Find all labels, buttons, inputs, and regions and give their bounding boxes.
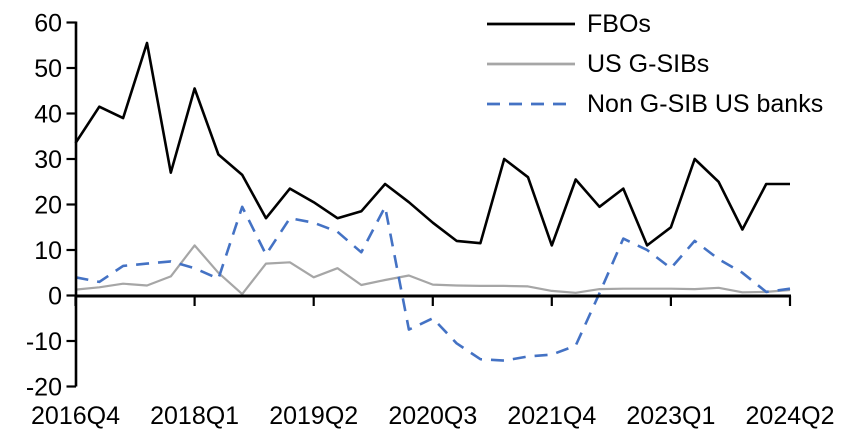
x-axis-tick-label: 2019Q2 xyxy=(269,402,358,430)
y-axis-tick-label: 0 xyxy=(48,283,62,311)
x-axis-tick-label: 2023Q1 xyxy=(626,402,715,430)
legend: FBOs US G-SIBs Non G-SIB US banks xyxy=(487,4,823,124)
legend-label-non-gsib-us-banks: Non G-SIB US banks xyxy=(587,89,824,118)
y-axis-tick-label: 20 xyxy=(34,192,62,220)
x-axis-tick-label: 2024Q2 xyxy=(746,402,835,430)
series-line-fbos xyxy=(74,41,790,247)
legend-item-fbos: FBOs xyxy=(487,4,823,44)
legend-line-us-gsibs-icon xyxy=(487,62,575,66)
y-axis-tick-label: -10 xyxy=(26,328,62,356)
y-axis-tick-label: 10 xyxy=(34,237,62,265)
x-axis-tick-label: 2021Q4 xyxy=(507,402,596,430)
legend-label-us-gsibs: US G-SIBs xyxy=(587,49,710,78)
x-axis-tick-label: 2020Q3 xyxy=(388,402,477,430)
y-axis-tick-label: 40 xyxy=(34,101,62,129)
y-axis-tick-label: 30 xyxy=(34,146,62,174)
x-axis-tick-label: 2018Q1 xyxy=(150,402,239,430)
y-axis-tick-label: 50 xyxy=(34,55,62,83)
legend-line-non-gsib-us-banks-icon xyxy=(487,102,575,106)
y-axis-tick-label: 60 xyxy=(34,10,62,38)
legend-item-non-gsib-us-banks: Non G-SIB US banks xyxy=(487,84,823,124)
legend-label-fbos: FBOs xyxy=(587,9,651,38)
x-axis-tick-label: 2016Q4 xyxy=(31,402,120,430)
legend-item-us-gsibs: US G-SIBs xyxy=(487,44,823,84)
legend-line-fbos-icon xyxy=(487,22,575,26)
series-line-us-g-sibs xyxy=(75,244,791,296)
y-axis-tick-label: -20 xyxy=(26,374,62,402)
